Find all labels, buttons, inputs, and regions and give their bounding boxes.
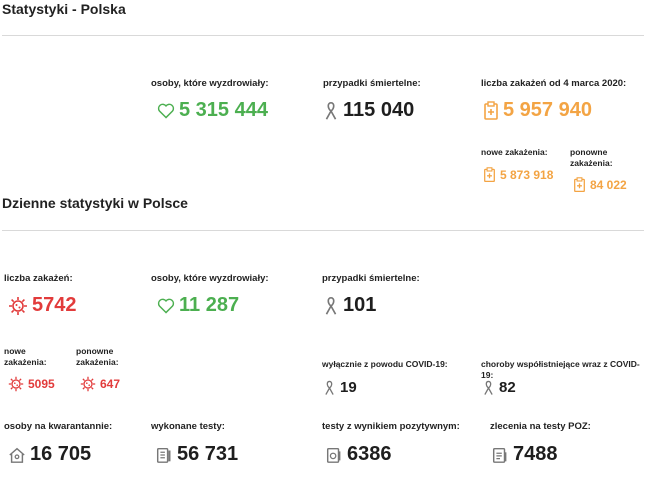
- test-tube-icon: [156, 447, 171, 463]
- page-title: Statystyki - Polska: [2, 1, 126, 17]
- daily-recovered-label: osoby, które wyzdrowiały:: [151, 273, 269, 284]
- overall-recovered-stat: 5 315 444: [157, 99, 268, 122]
- daily-covid-only-label: wyłącznie z powodu COVID-19:: [322, 359, 448, 369]
- divider: [2, 35, 644, 36]
- daily-deaths-label: przypadki śmiertelne:: [322, 273, 420, 284]
- daily-comorbid-value: 82: [499, 379, 516, 396]
- daily-new-infections-value: 5095: [28, 377, 55, 391]
- daily-covid-only-value: 19: [340, 379, 357, 396]
- overall-infections-label: liczba zakażeń od 4 marca 2020:: [481, 78, 627, 89]
- daily-comorbid-label: choroby współistniejące wraz z COVID-19:: [481, 359, 640, 380]
- daily-recovered-stat: 11 287: [157, 294, 239, 317]
- house-icon: [9, 447, 25, 463]
- order-clipboard-icon: [492, 447, 507, 463]
- daily-deaths-stat: 101: [323, 294, 376, 317]
- clipboard-medical-icon: [574, 177, 585, 193]
- daily-infections-value: 5742: [32, 294, 77, 316]
- overall-new-infections-stat: 5 873 918: [483, 167, 553, 183]
- daily-section-title: Dzienne statystyki w Polsce: [2, 195, 188, 211]
- daily-tests-stat: 56 731: [155, 443, 238, 466]
- daily-reinfections-label: ponowne zakażenia:: [76, 346, 119, 367]
- overall-reinfections-stat: 84 022: [573, 177, 627, 193]
- overall-new-infections-label: nowe zakażenia:: [481, 147, 548, 157]
- overall-reinfections-label: ponowne zakażenia:: [570, 147, 613, 168]
- daily-positive-tests-stat: 6386: [325, 443, 392, 466]
- daily-tests-label: wykonane testy:: [151, 421, 225, 432]
- clipboard-medical-icon: [484, 167, 495, 183]
- daily-recovered-value: 11 287: [179, 294, 240, 316]
- virus-icon: [9, 296, 27, 315]
- daily-infections-stat: 5742: [8, 294, 77, 317]
- daily-reinfections-stat: 647: [80, 376, 120, 392]
- overall-deaths-label: przypadki śmiertelne:: [323, 78, 421, 89]
- overall-deaths-value: 115 040: [343, 99, 415, 121]
- daily-comorbid-stat: 82: [482, 379, 516, 396]
- ribbon-icon: [484, 380, 493, 395]
- overall-reinfections-value: 84 022: [590, 178, 627, 192]
- daily-infections-label: liczba zakażeń:: [4, 273, 73, 284]
- daily-positive-tests-label: testy z wynikiem pozytywnym:: [322, 421, 460, 432]
- overall-deaths-stat: 115 040: [323, 99, 414, 122]
- daily-poz-orders-label: zlecenia na testy POZ:: [490, 421, 591, 432]
- daily-quarantine-value: 16 705: [30, 443, 92, 465]
- clipboard-medical-icon: [484, 100, 498, 120]
- daily-reinfections-value: 647: [100, 377, 121, 391]
- heart-icon: [157, 298, 175, 314]
- overall-recovered-value: 5 315 444: [179, 99, 268, 121]
- overall-recovered-label: osoby, które wyzdrowiały:: [151, 78, 269, 89]
- daily-poz-orders-stat: 7488: [491, 443, 558, 466]
- overall-infections-value: 5 957 940: [503, 99, 592, 121]
- virus-icon: [80, 376, 96, 392]
- overall-new-infections-value: 5 873 918: [500, 168, 554, 182]
- virus-icon: [8, 376, 24, 392]
- ribbon-icon: [325, 380, 334, 395]
- daily-deaths-value: 101: [343, 294, 377, 316]
- daily-new-infections-stat: 5095: [8, 376, 55, 392]
- daily-poz-orders-value: 7488: [513, 443, 558, 465]
- heart-icon: [157, 103, 175, 119]
- daily-quarantine-label: osoby na kwarantannie:: [4, 421, 113, 432]
- ribbon-icon: [325, 296, 337, 315]
- divider: [2, 230, 644, 231]
- overall-infections-stat: 5 957 940: [483, 99, 592, 122]
- daily-tests-value: 56 731: [177, 443, 239, 465]
- daily-positive-tests-value: 6386: [347, 443, 392, 465]
- test-positive-icon: [326, 447, 341, 463]
- daily-new-infections-label: nowe zakażenia:: [4, 346, 47, 367]
- daily-quarantine-stat: 16 705: [8, 443, 91, 466]
- ribbon-icon: [325, 101, 337, 120]
- daily-covid-only-stat: 19: [323, 379, 357, 396]
